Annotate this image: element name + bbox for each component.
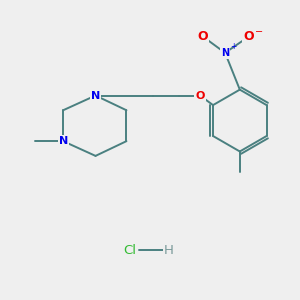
Text: −: − (255, 27, 263, 37)
Text: N: N (221, 48, 229, 58)
Text: O: O (195, 91, 205, 100)
Text: +: + (230, 42, 237, 51)
Text: N: N (91, 91, 100, 100)
Text: N: N (58, 136, 68, 146)
Text: O: O (243, 30, 254, 43)
Text: O: O (198, 30, 208, 43)
Text: Cl: Cl (123, 244, 136, 256)
Text: H: H (164, 244, 174, 256)
